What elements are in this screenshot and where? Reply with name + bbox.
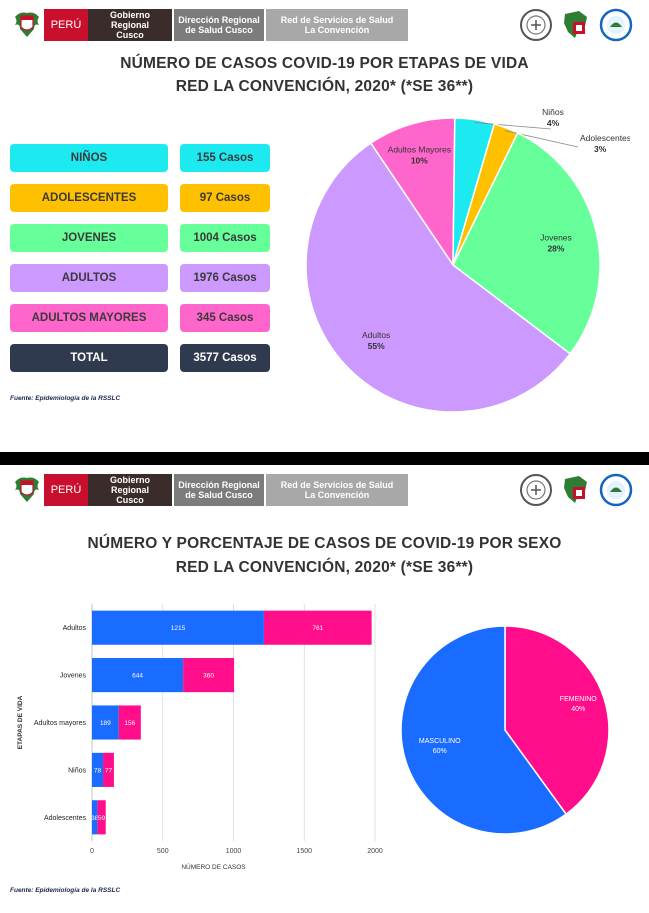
- y-axis-title: ETAPAS DE VIDA: [17, 695, 24, 749]
- category-label: ADULTOS: [10, 264, 168, 292]
- pie-label-adultos: Adultos: [362, 330, 390, 340]
- bar-value-label: 156: [124, 720, 135, 727]
- gobierno-regional-label: Gobierno Regional Cusco: [88, 9, 172, 41]
- category-label: NIÑOS: [10, 144, 168, 172]
- epidemiology-seal-icon: [520, 9, 552, 41]
- pie-percent-masculino: 60%: [433, 748, 447, 755]
- pie-label-masculino: MASCULINO: [419, 738, 461, 745]
- x-tick-label: 1500: [296, 848, 312, 855]
- pie-label-adolescentes: Adolescentes: [580, 133, 630, 143]
- pie-percent-adultos-mayores: 10%: [411, 155, 428, 165]
- x-axis-title: NÚMERO DE CASOS: [181, 862, 246, 871]
- category-value: 1004 Casos: [180, 224, 270, 252]
- bar-segment: [183, 658, 235, 693]
- panel-etapas-de-vida: PERÚ Gobierno Regional Cusco Dirección Re…: [0, 0, 649, 452]
- direccion-regional-label: Dirección Regional de Salud Cusco: [174, 474, 264, 506]
- region-map-logo-icon: [564, 476, 587, 503]
- bar-value-label: 644: [132, 673, 143, 680]
- peru-label: PERÚ: [44, 474, 88, 506]
- chart-title-line2: RED LA CONVENCIÓN, 2020* (*SE 36**): [175, 78, 474, 95]
- panel-separator: [0, 452, 649, 465]
- category-value: 1976 Casos: [180, 264, 270, 292]
- pie-slice-jovenes: [452, 131, 601, 355]
- source-note: Fuente: Epidemiología de la RSSLC: [10, 887, 121, 894]
- chart-title-line1: NÚMERO Y PORCENTAJE DE CASOS DE COVID-19…: [87, 535, 562, 552]
- x-tick-label: 500: [157, 848, 169, 855]
- pie-slice-adultos-mayores: [369, 117, 456, 268]
- bar-value-label: 360: [203, 673, 214, 680]
- pie-label-jovenes: Jovenes: [540, 232, 572, 242]
- bar-value-label: 59: [98, 815, 106, 822]
- red-convencion-seal-icon: [599, 473, 633, 507]
- gobierno-regional-label: Gobierno Regional Cusco: [88, 474, 172, 506]
- x-tick-label: 1000: [226, 848, 242, 855]
- red-servicios-label: Red de Servicios de Salud La Convención: [266, 474, 408, 506]
- bar-segment: [97, 800, 106, 835]
- category-label: ADOLESCENTES: [10, 184, 168, 212]
- y-tick-label: Adultos: [63, 625, 87, 632]
- national-coat-of-arms-icon: [15, 477, 39, 502]
- institution-logos: [519, 473, 633, 507]
- y-tick-label: Jovenes: [60, 673, 87, 680]
- red-convencion-seal-icon: [599, 8, 633, 42]
- pie-chart-sexo: FEMENINO 40% MASCULINO 60%: [400, 625, 610, 835]
- pie-percent-adolescentes: 3%: [594, 144, 607, 154]
- category-label: ADULTOS MAYORES: [10, 304, 168, 332]
- category-value: 3577 Casos: [180, 344, 270, 372]
- pie-percent-jovenes: 28%: [547, 243, 564, 253]
- bar-segment: [103, 752, 114, 787]
- pie-slice-adultos: [305, 142, 572, 413]
- category-value: 345 Casos: [180, 304, 270, 332]
- pie-slice-femenino: [504, 625, 610, 816]
- y-tick-label: Adolescentes: [44, 815, 87, 822]
- chart-title-line2: RED LA CONVENCIÓN, 2020* (*SE 36**): [175, 559, 474, 576]
- pie-label-ninos: Niños: [542, 107, 564, 117]
- header-banner: PERÚ Gobierno Regional Cusco Dirección Re…: [12, 474, 408, 506]
- bar-segment: [92, 705, 119, 740]
- pie-percent-ninos: 4%: [547, 118, 560, 128]
- region-map-logo-icon: [564, 11, 587, 38]
- bar-segment: [92, 658, 184, 693]
- bar-value-label: 1215: [171, 625, 186, 632]
- bar-segment: [92, 800, 98, 835]
- x-tick-label: 0: [90, 848, 94, 855]
- bar-segment: [263, 610, 372, 645]
- leader-line: [474, 122, 552, 130]
- x-tick-label: 2000: [367, 848, 383, 855]
- epidemiology-seal-icon: [520, 474, 552, 506]
- institution-logos: [519, 8, 633, 42]
- y-tick-label: Niños: [68, 767, 86, 774]
- pie-slice-masculino: [400, 625, 568, 835]
- y-tick-label: Adultos mayores: [34, 720, 87, 727]
- pie-percent-adultos: 55%: [368, 341, 385, 351]
- pie-label-adultos-mayores: Adultos Mayores: [388, 144, 451, 154]
- category-label: TOTAL: [10, 344, 168, 372]
- panel-por-sexo: PERÚ Gobierno Regional Cusco Dirección Re…: [0, 465, 649, 913]
- header-banner: PERÚ Gobierno Regional Cusco Dirección Re…: [12, 9, 408, 41]
- category-label: JOVENES: [10, 224, 168, 252]
- pie-label-femenino: FEMENINO: [560, 696, 598, 703]
- red-servicios-label: Red de Servicios de Salud La Convención: [266, 9, 408, 41]
- stacked-bar-chart-sexo: 0 500 1000 1500 2000 Adultos 1215 761 Jovenes 644…: [17, 604, 383, 871]
- bar-segment: [118, 705, 141, 740]
- category-value: 97 Casos: [180, 184, 270, 212]
- bar-segment: [92, 610, 264, 645]
- bar-value-label: 189: [100, 720, 111, 727]
- direccion-regional-label: Dirección Regional de Salud Cusco: [174, 9, 264, 41]
- national-coat-of-arms-icon: [15, 12, 39, 37]
- pie-percent-femenino: 40%: [571, 706, 585, 713]
- bar-segment: [92, 752, 104, 787]
- chart-title-line1: NÚMERO DE CASOS COVID-19 POR ETAPAS DE V…: [120, 55, 529, 72]
- peru-label: PERÚ: [44, 9, 88, 41]
- bar-value-label: 78: [94, 767, 102, 774]
- bar-value-label: 77: [105, 767, 113, 774]
- category-value: 155 Casos: [180, 144, 270, 172]
- source-note: Fuente: Epidemiología de la RSSLC: [10, 395, 121, 402]
- bar-value-label: 38: [91, 815, 99, 822]
- bar-value-label: 761: [312, 625, 323, 632]
